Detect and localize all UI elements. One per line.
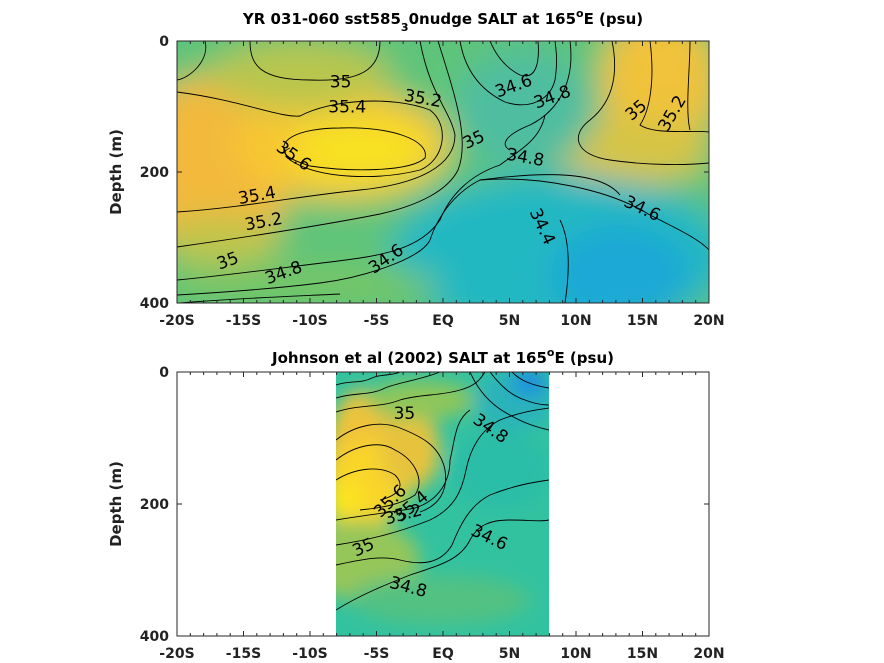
bottom-x-tick-label: 15N: [627, 646, 658, 662]
top-panel: YR 031-060 sst58530nudge SALT at 165oE (…: [107, 7, 725, 329]
bottom-heatmap: [336, 372, 549, 636]
top-y-tick-label: 200: [140, 165, 169, 181]
top-x-tick-label: EQ: [432, 313, 454, 329]
top-contour-label: 35: [330, 73, 352, 93]
bottom-x-tick-label: 20N: [693, 646, 724, 662]
top-x-tick-label: 15N: [627, 313, 658, 329]
bottom-x-tick-label: 5N: [499, 646, 520, 662]
bottom-y-tick-label: 200: [140, 497, 169, 513]
top-x-tick-label: -5S: [364, 313, 390, 329]
top-x-axis: -20S -15S -10S -5S EQ 5N 10N 15N 20N: [159, 41, 725, 329]
bottom-x-tick-label: -15S: [226, 646, 261, 662]
bottom-x-tick-label: -10S: [292, 646, 327, 662]
top-heatmap: [177, 41, 709, 303]
bottom-y-axis-label: Depth (m): [107, 461, 125, 547]
bottom-panel: Johnson et al (2002) SALT at 165oE (psu): [107, 346, 725, 662]
bottom-y-axis: 0 200 400: [140, 365, 709, 645]
bottom-x-axis: -20S -15S -10S -5S EQ 5N 10N 15N 20N: [159, 372, 725, 662]
bottom-x-tick-label: EQ: [432, 646, 454, 662]
bottom-y-tick-label: 400: [140, 629, 169, 645]
top-x-tick-label: 10N: [560, 313, 591, 329]
bottom-y-tick-label: 0: [159, 365, 169, 381]
bottom-contour-label: 35: [394, 404, 416, 424]
top-x-tick-label: -15S: [226, 313, 261, 329]
top-x-tick-label: 5N: [499, 313, 520, 329]
top-y-axis: 0 200 400: [140, 34, 709, 312]
bottom-x-tick-label: 10N: [560, 646, 591, 662]
bottom-x-tick-label: -5S: [364, 646, 390, 662]
bottom-x-tick-label: -20S: [159, 646, 194, 662]
top-x-tick-label: -20S: [159, 313, 194, 329]
top-contours: [177, 41, 709, 303]
top-x-tick-label: 20N: [693, 313, 724, 329]
top-title: YR 031-060 sst58530nudge SALT at 165oE (…: [242, 7, 643, 34]
top-contour-label: 35.4: [328, 98, 366, 118]
top-y-axis-label: Depth (m): [107, 129, 125, 215]
top-y-tick-label: 400: [140, 296, 169, 312]
top-y-tick-label: 0: [159, 34, 169, 50]
top-x-tick-label: -10S: [292, 313, 327, 329]
bottom-title: Johnson et al (2002) SALT at 165oE (psu): [271, 346, 614, 367]
bottom-contours: [336, 372, 549, 611]
